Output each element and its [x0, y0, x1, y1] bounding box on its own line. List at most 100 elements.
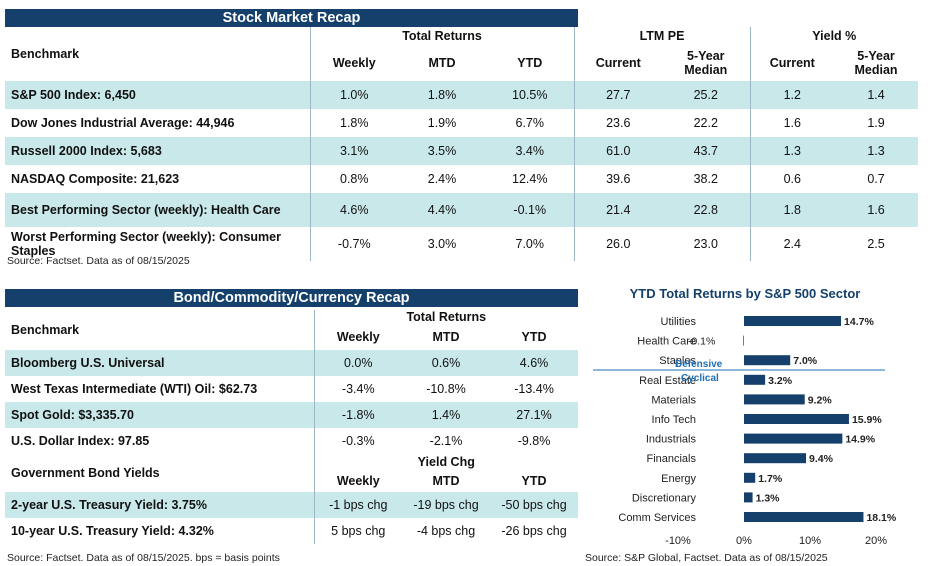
bond-recap-table: Benchmark Total Returns Weekly MTD YTD B…: [5, 310, 579, 544]
table-row: S&P 500 Index: 6,450 1.0% 1.8% 10.5% 27.…: [5, 81, 919, 109]
weekly-value: -3.4%: [313, 376, 402, 402]
weekly-value: -1.8%: [313, 402, 402, 428]
ytd-value: 3.4%: [486, 137, 575, 165]
table-row: U.S. Dollar Index: 97.85 -0.3% -2.1% -9.…: [5, 428, 578, 454]
bar: [744, 453, 807, 464]
yield-median-value: 2.5: [867, 237, 885, 251]
bond-mtd-header: MTD: [432, 330, 460, 344]
bar: [744, 355, 791, 366]
bond-total-returns-header: Total Returns: [313, 310, 579, 324]
ytd-value: -0.1%: [486, 193, 575, 227]
data-label: 7.0%: [793, 355, 818, 367]
category-label: Utilities: [661, 316, 697, 328]
stock-yield-header: Yield %: [749, 27, 919, 44]
mtd-value: -4 bps chg: [416, 524, 476, 538]
row-label: Spot Gold: $3,335.70: [5, 402, 314, 428]
data-label: 9.2%: [808, 394, 833, 406]
category-label: Info Tech: [652, 414, 696, 426]
category-label: Industrials: [646, 434, 697, 446]
bar: [744, 316, 842, 326]
pe-median-value: 22.8: [662, 193, 751, 227]
mtd-value: 3.0%: [427, 237, 457, 251]
stock-pe-current-header: Current: [573, 44, 663, 81]
data-label: 15.9%: [852, 414, 882, 426]
weekly-value: -0.3%: [313, 428, 402, 454]
bond-recap-title: Bond/Commodity/Currency Recap: [5, 289, 578, 307]
row-label: Dow Jones Industrial Average: 44,946: [11, 116, 235, 130]
yield-current-value: 1.3: [749, 137, 835, 165]
ytd-value: -9.8%: [517, 434, 551, 448]
gov-ytd-header: YTD: [521, 474, 547, 488]
ytd-value: 4.6%: [490, 350, 579, 376]
bar: [744, 472, 756, 483]
bar: [744, 414, 849, 424]
row-label: Worst Performing Sector (weekly): Consum…: [11, 230, 281, 258]
data-label: 18.1%: [866, 512, 896, 524]
table-row: NASDAQ Composite: 21,623 0.8% 2.4% 12.4%…: [5, 165, 918, 193]
ytd-value: -13.4%: [514, 382, 554, 396]
chart-source-note: Source: S&P Global, Factset. Data as of …: [585, 552, 828, 564]
category-label: Comm Services: [618, 512, 696, 524]
row-label: Best Performing Sector (weekly): Health …: [5, 193, 310, 227]
category-label: Real Estate: [639, 375, 696, 387]
table-row: Bloomberg U.S. Universal 0.0% 0.6% 4.6%: [5, 350, 579, 376]
weekly-value: 1.8%: [309, 109, 398, 137]
row-label: Bloomberg U.S. Universal: [5, 350, 314, 376]
yield-current-value: 1.6: [749, 109, 835, 137]
ytd-value: 10.5%: [486, 81, 575, 109]
mtd-value: -2.1%: [429, 434, 463, 448]
yield-median-value: 1.9: [867, 116, 885, 130]
stock-total-returns-header: Total Returns: [309, 27, 575, 44]
yield-median-value: 1.6: [834, 193, 919, 227]
yield-median-value: 0.7: [867, 172, 885, 186]
stock-yield-current-header: Current: [749, 44, 835, 81]
pe-median-value: 22.2: [693, 116, 718, 130]
bar: [744, 512, 864, 522]
ytd-value: -50 bps chg: [490, 492, 579, 518]
row-label: 2-year U.S. Treasury Yield: 3.75%: [5, 492, 314, 518]
sector-bar-chart: Utilities 14.7% Health Care-0.1% Staples 7.0…: [593, 316, 897, 547]
stock-benchmark-header: Benchmark: [11, 47, 80, 61]
row-label: U.S. Dollar Index: 97.85: [11, 434, 150, 448]
data-label: 9.4%: [809, 453, 834, 465]
bar: [744, 394, 805, 405]
data-label: 1.3%: [756, 492, 781, 504]
mtd-value: 1.9%: [427, 116, 457, 130]
mtd-value: -19 bps chg: [402, 492, 490, 518]
yield-median-value: 1.4: [834, 81, 919, 109]
row-label: NASDAQ Composite: 21,623: [11, 172, 180, 186]
data-label: 1.7%: [758, 473, 783, 485]
x-tick-label: 0%: [736, 535, 752, 547]
table-row: Spot Gold: $3,335.70 -1.8% 1.4% 27.1%: [5, 402, 579, 428]
pe-current-value: 26.0: [573, 227, 663, 261]
stock-recap-table: Benchmark Total Returns LTM PE Yield % W…: [5, 27, 919, 261]
ytd-value: 12.4%: [512, 172, 548, 186]
pe-median-value: 25.2: [662, 81, 751, 109]
stock-pe-median-header: 5-Year Median: [684, 48, 728, 77]
table-row: Dow Jones Industrial Average: 44,946 1.8…: [5, 109, 918, 137]
ytd-value: 27.1%: [490, 402, 579, 428]
gov-mtd-header: MTD: [432, 474, 460, 488]
row-label: 10-year U.S. Treasury Yield: 4.32%: [11, 524, 214, 538]
stock-mtd-header: MTD: [428, 55, 456, 70]
mtd-value: -10.8%: [426, 382, 466, 396]
ytd-value: -26 bps chg: [501, 524, 567, 538]
weekly-value: 0.0%: [313, 350, 402, 376]
yield-current-value: 2.4: [749, 227, 835, 261]
bar: [744, 374, 766, 385]
bar: [744, 492, 753, 503]
pe-current-value: 61.0: [573, 137, 663, 165]
pe-current-value: 23.6: [573, 109, 663, 137]
row-label: S&P 500 Index: 6,450: [5, 81, 310, 109]
x-tick-label: -10%: [665, 535, 691, 547]
chart-title: YTD Total Returns by S&P 500 Sector: [629, 286, 861, 301]
cyclical-label: Cyclical: [681, 373, 719, 384]
x-tick-label: 10%: [799, 535, 821, 547]
ytd-value: 7.0%: [515, 237, 545, 251]
category-label: Health Care: [637, 336, 696, 348]
yield-current-value: 0.6: [749, 165, 835, 193]
defensive-label: Defensive: [675, 359, 723, 370]
x-tick-label: 20%: [865, 535, 887, 547]
bond-source-note: Source: Factset. Data as of 08/15/2025. …: [7, 552, 280, 564]
category-label: Staples: [659, 355, 696, 367]
